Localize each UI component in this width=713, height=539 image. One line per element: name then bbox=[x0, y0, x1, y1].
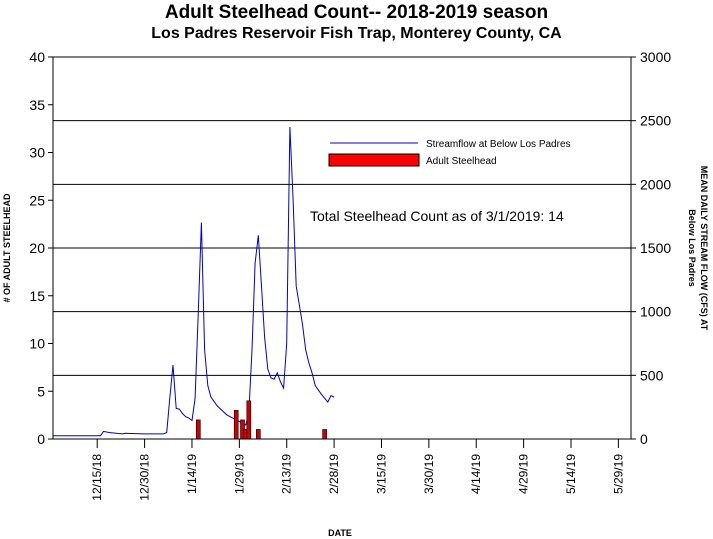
streamflow-line bbox=[53, 126, 335, 437]
right-axis-label-line1: MEAN DAILY STREAM FLOW (CFS) AT bbox=[699, 166, 709, 331]
streamflow-layer bbox=[53, 126, 335, 437]
left-axis: 0 5 10 15 20 25 30 35 40 bbox=[29, 49, 53, 447]
left-axis-tick-label: 40 bbox=[29, 49, 45, 65]
steelhead-bar bbox=[233, 410, 239, 440]
left-axis-tick-label: 0 bbox=[37, 431, 45, 447]
chart-subtitle: Los Padres Reservoir Fish Trap, Monterey… bbox=[151, 25, 562, 42]
x-axis-tick-label: 2/13/19 bbox=[280, 454, 294, 494]
steelhead-bars bbox=[195, 400, 327, 440]
left-axis-tick-label: 25 bbox=[29, 192, 45, 208]
right-axis-tick-label: 1500 bbox=[640, 240, 671, 256]
legend: Streamflow at Below Los Padres Adult Ste… bbox=[328, 139, 571, 167]
x-axis-tick-label: 2/28/19 bbox=[327, 454, 341, 494]
x-axis-tick-label: 3/15/19 bbox=[374, 454, 388, 494]
legend-streamflow-label: Streamflow at Below Los Padres bbox=[426, 139, 571, 150]
steelhead-bar bbox=[246, 400, 252, 440]
left-axis-tick-label: 5 bbox=[37, 383, 45, 399]
right-axis-tick-label: 500 bbox=[640, 367, 664, 383]
x-axis-tick-label: 3/30/19 bbox=[422, 454, 436, 494]
x-axis-tick-label: 4/14/19 bbox=[469, 454, 483, 494]
right-axis-tick-label: 2000 bbox=[640, 176, 671, 192]
legend-steelhead-label: Adult Steelhead bbox=[426, 156, 497, 167]
right-axis-tick-label: 1000 bbox=[640, 304, 671, 320]
right-axis-label-line2: Below Los Padres bbox=[687, 209, 697, 287]
left-axis-tick-label: 30 bbox=[29, 145, 45, 161]
x-axis-tick-label: 1/29/19 bbox=[232, 454, 246, 494]
right-axis-tick-label: 3000 bbox=[640, 49, 671, 65]
steelhead-bar bbox=[195, 419, 201, 440]
left-axis-tick-label: 15 bbox=[29, 288, 45, 304]
steelhead-bar bbox=[322, 429, 327, 440]
x-axis: 12/15/18 12/30/18 1/14/19 1/29/19 2/13/19 2/2… bbox=[90, 439, 625, 501]
steelhead-bar bbox=[256, 429, 261, 440]
x-axis-tick-label: 5/29/19 bbox=[611, 454, 625, 494]
left-axis-label: # OF ADULT STEELHEAD bbox=[2, 193, 12, 303]
right-axis-tick-label: 0 bbox=[640, 431, 648, 447]
x-axis-tick-label: 12/30/18 bbox=[138, 454, 152, 501]
x-axis-tick-label: 12/15/18 bbox=[90, 454, 104, 501]
x-axis-tick-label: 5/14/19 bbox=[564, 454, 578, 494]
right-axis: 0 500 1000 1500 2000 2500 3000 bbox=[631, 49, 671, 447]
legend-steelhead-swatch bbox=[328, 153, 420, 167]
left-axis-tick-label: 10 bbox=[29, 336, 45, 352]
x-axis-label: DATE bbox=[328, 528, 352, 538]
total-count-annotation: Total Steelhead Count as of 3/1/2019: 14 bbox=[310, 208, 564, 224]
left-axis-tick-label: 35 bbox=[29, 97, 45, 113]
x-axis-tick-label: 1/14/19 bbox=[185, 454, 199, 494]
right-axis-gridlines bbox=[53, 120, 631, 376]
x-axis-tick-label: 4/29/19 bbox=[517, 454, 531, 494]
right-axis-tick-label: 2500 bbox=[640, 113, 671, 129]
chart-title: Adult Steelhead Count-- 2018-2019 season bbox=[164, 2, 549, 23]
left-axis-tick-label: 20 bbox=[29, 240, 45, 256]
